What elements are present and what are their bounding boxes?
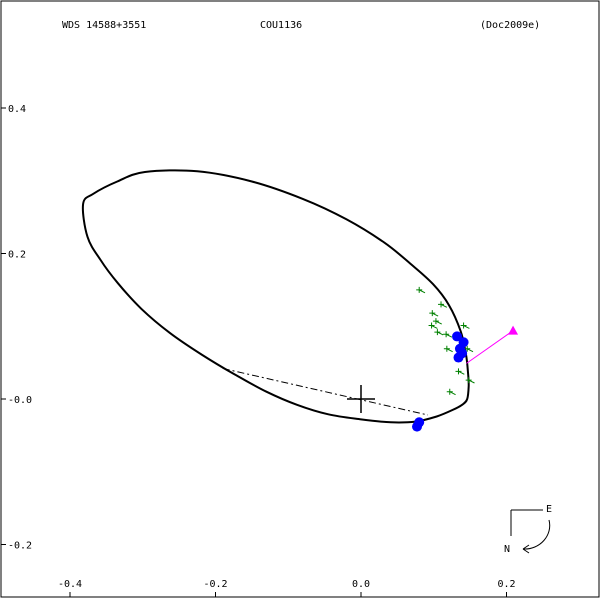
compass-east-arm [510,509,543,536]
primary-star-marker [347,385,375,413]
micrometry-point [416,286,423,293]
micrometry-point [460,322,467,329]
wds-id-label: WDS 14588+3551 [62,20,146,31]
compass-arrowhead-icon [522,544,530,554]
micrometry-point [443,331,450,338]
compass-north-label: N [504,544,510,555]
orbit-ellipse [81,169,470,424]
x-tick-label: 0.2 [497,579,515,590]
x-tick-label: -0.2 [203,579,227,590]
axes: -0.4 -0.2 0.0 0.2 0.4 0.2 -0.0 -0.2 [1,104,516,597]
observation-point [453,352,464,363]
micrometry-point [465,377,472,384]
micrometry-point [432,318,439,325]
line-of-nodes [222,367,429,416]
micrometry-point [464,345,471,352]
x-tick-label: 0.0 [352,579,370,590]
micrometry-point [428,322,435,329]
micrometry-point [446,388,453,395]
micrometry-point [434,329,441,336]
micrometry-point [438,301,445,308]
chart-marks [81,169,519,432]
reference-label: (Doc2009e) [480,20,540,31]
y-tick-label: -0.0 [8,395,32,406]
compass: E N [504,504,552,555]
y-tick-label: 0.2 [8,250,26,261]
y-tick-label: -0.2 [8,541,32,552]
periastron-marker [508,325,519,335]
micrometry-point [443,345,450,352]
periastron-line [466,330,514,364]
micrometry-point [429,310,436,317]
compass-arrow-arc [522,519,551,550]
compass-east-label: E [546,504,552,515]
micrometry-point [455,368,462,375]
y-tick-label: 0.4 [8,104,26,115]
discoverer-label: COU1136 [260,20,302,31]
observation-point [412,421,423,432]
observation-point [452,331,463,342]
x-tick-label: -0.4 [58,579,82,590]
